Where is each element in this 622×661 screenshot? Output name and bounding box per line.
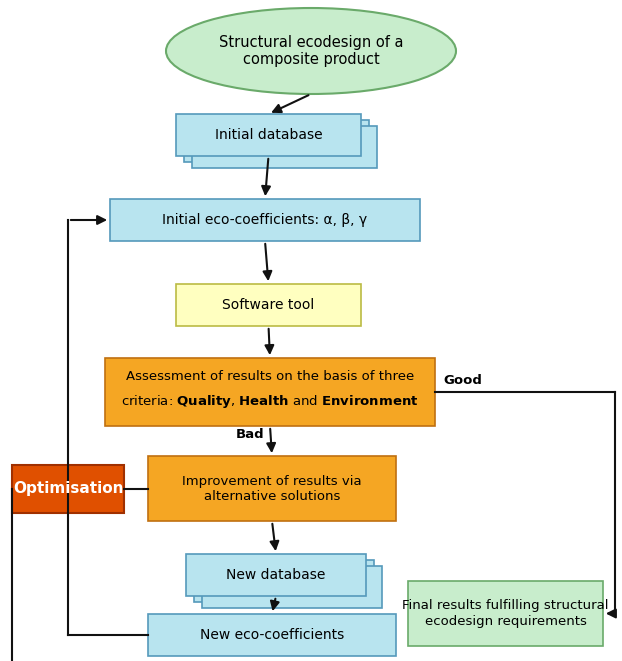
Text: Optimisation: Optimisation [12, 481, 123, 496]
FancyBboxPatch shape [186, 554, 366, 596]
Text: New database: New database [226, 568, 326, 582]
Text: Improvement of results via
alternative solutions: Improvement of results via alternative s… [182, 475, 362, 502]
FancyBboxPatch shape [408, 581, 603, 646]
Text: criteria: $\bf{Quality}$, $\bf{Health}$ and $\bf{Environment}$: criteria: $\bf{Quality}$, $\bf{Health}$ … [121, 393, 419, 410]
Text: Final results fulfilling structural
ecodesign requirements: Final results fulfilling structural ecod… [402, 600, 609, 627]
FancyBboxPatch shape [176, 284, 361, 326]
Ellipse shape [166, 8, 456, 94]
FancyBboxPatch shape [12, 465, 124, 513]
Text: Initial eco-coefficients: α, β, γ: Initial eco-coefficients: α, β, γ [162, 213, 368, 227]
FancyBboxPatch shape [105, 358, 435, 426]
FancyBboxPatch shape [202, 566, 382, 608]
Text: Good: Good [443, 374, 482, 387]
Text: New eco-coefficients: New eco-coefficients [200, 628, 344, 642]
FancyBboxPatch shape [148, 456, 396, 521]
FancyBboxPatch shape [194, 560, 374, 602]
FancyBboxPatch shape [176, 114, 361, 156]
FancyBboxPatch shape [184, 120, 369, 162]
Text: Assessment of results on the basis of three: Assessment of results on the basis of th… [126, 369, 414, 383]
FancyBboxPatch shape [148, 614, 396, 656]
FancyBboxPatch shape [110, 199, 420, 241]
Text: Bad: Bad [236, 428, 264, 441]
FancyBboxPatch shape [192, 126, 377, 168]
Text: Software tool: Software tool [223, 298, 315, 312]
Text: Structural ecodesign of a
composite product: Structural ecodesign of a composite prod… [219, 35, 403, 67]
Text: Initial database: Initial database [215, 128, 322, 142]
